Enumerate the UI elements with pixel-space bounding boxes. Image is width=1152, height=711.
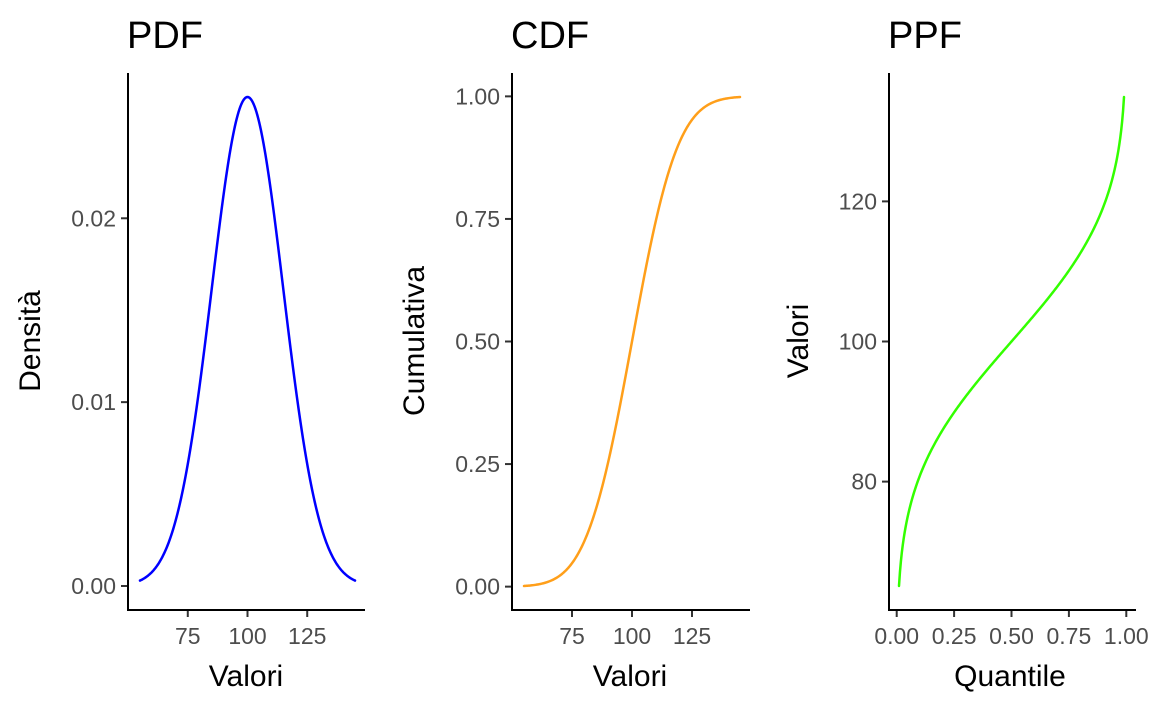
ppf-x-tick-label: 1.00	[1104, 623, 1149, 649]
pdf-panel: PDF Densità Valori 0.00 0.01 0.02 75 100 125	[14, 15, 365, 693]
ppf-x-tick-label: 0.75	[1047, 623, 1092, 649]
pdf-y-tick-label: 0.02	[71, 205, 116, 231]
pdf-x-axis-label: Valori	[209, 660, 283, 693]
pdf-title: PDF	[127, 15, 203, 57]
ppf-x-tick-label: 0.25	[932, 623, 977, 649]
cdf-x-tick-label: 100	[613, 623, 651, 649]
cdf-y-tick-label: 1.00	[455, 83, 500, 109]
cdf-y-tick-label: 0.75	[455, 206, 500, 232]
cdf-cumulative-curve	[522, 95, 742, 588]
ppf-quantile-curve	[897, 95, 1126, 588]
pdf-x-tick-label: 125	[288, 623, 326, 649]
cdf-y-axis-label: Cumulativa	[398, 266, 431, 416]
cdf-x-tick-label: 75	[559, 623, 585, 649]
pdf-y-tick-label: 0.00	[71, 573, 116, 599]
pdf-density-curve	[138, 95, 357, 582]
ppf-y-tick-label: 100	[839, 329, 877, 355]
cdf-panel: CDF Cumulativa Valori 0.00 0.25 0.50 0.75 1.…	[398, 15, 750, 693]
pdf-x-tick-label: 100	[228, 623, 266, 649]
ppf-x-tick-label: 0.00	[874, 623, 919, 649]
cdf-y-tick-label: 0.00	[455, 574, 500, 600]
cdf-y-tick-label: 0.25	[455, 451, 500, 477]
cdf-x-tick-label: 125	[673, 623, 711, 649]
cdf-title: CDF	[511, 15, 589, 57]
pdf-y-axis-label: Densità	[14, 290, 47, 392]
ppf-title: PPF	[888, 15, 962, 57]
ppf-x-tick-label: 0.50	[989, 623, 1034, 649]
pdf-y-tick-label: 0.01	[71, 389, 116, 415]
ppf-x-axis-label: Quantile	[954, 660, 1066, 693]
ppf-panel: PPF Valori Quantile 80 100 120 0.00 0.25 0.50…	[782, 15, 1149, 693]
ppf-y-axis-label: Valori	[782, 304, 815, 378]
cdf-y-tick-label: 0.50	[455, 329, 500, 355]
pdf-x-tick-label: 75	[175, 623, 201, 649]
cdf-x-axis-label: Valori	[593, 660, 667, 693]
ppf-y-tick-label: 120	[839, 188, 877, 214]
ppf-y-tick-label: 80	[851, 469, 877, 495]
